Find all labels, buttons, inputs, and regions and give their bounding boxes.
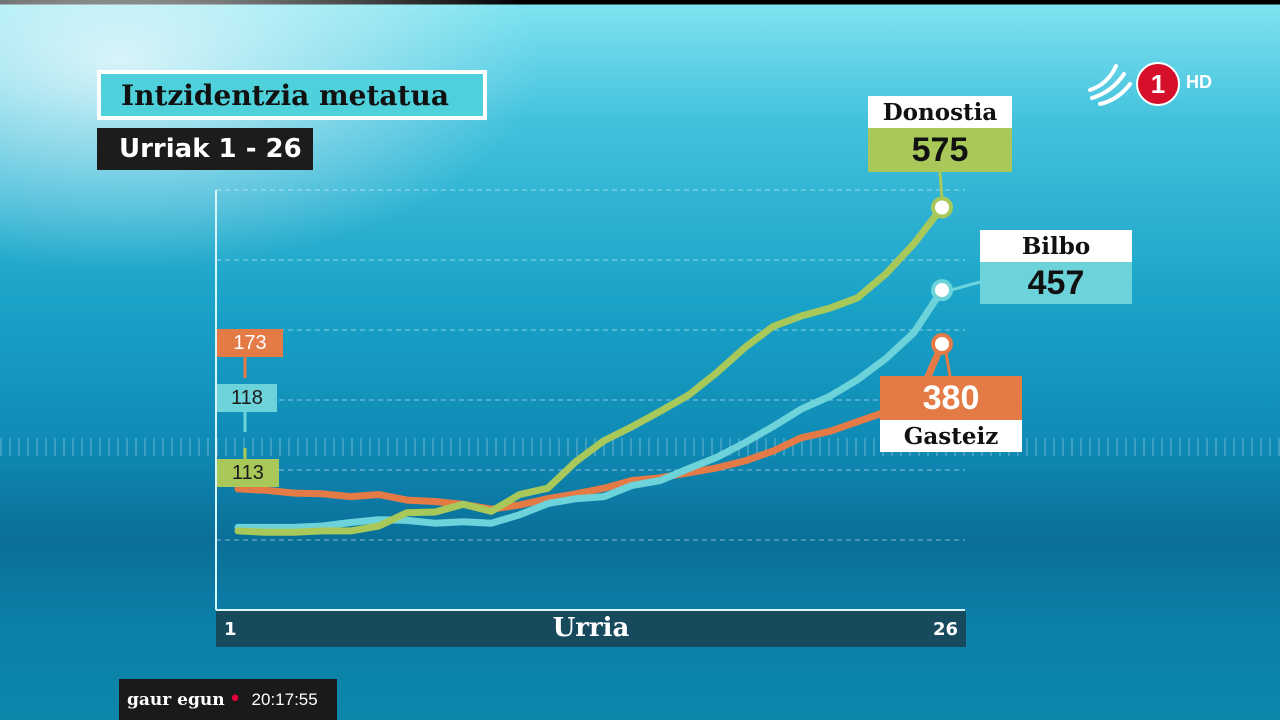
x-axis-bar: 1 Urria 26 <box>216 611 966 647</box>
x-axis-label: Urria <box>552 613 630 643</box>
channel-number: 1 <box>1151 69 1165 99</box>
series-name-donostia: Donostia <box>868 96 1012 128</box>
end-markers <box>243 171 981 459</box>
start-label-gasteiz: 173 <box>217 329 283 357</box>
end-value-gasteiz: 380 <box>880 376 1022 420</box>
end-value-bilbo: 457 <box>980 262 1132 304</box>
clock-time: 20:17:55 <box>251 689 318 709</box>
channel-logo: 1 <box>1088 62 1180 106</box>
x-tick-last: 26 <box>932 619 958 640</box>
chart-subtitle: Urriak 1 - 26 <box>97 128 313 170</box>
connector-bilbo <box>950 280 981 292</box>
end-marker-bilbo <box>931 279 953 302</box>
start-label-bilbo: 118 <box>217 384 277 412</box>
series-name-gasteiz: Gasteiz <box>880 420 1022 452</box>
end-marker-gasteiz <box>931 333 953 355</box>
hd-badge: HD <box>1186 72 1212 92</box>
series-lines <box>234 204 946 536</box>
start-label-donostia: 113 <box>217 459 279 487</box>
series-name-bilbo: Bilbo <box>980 230 1132 262</box>
program-brand: gaur egun <box>127 689 225 710</box>
series-line-gasteiz <box>234 340 946 513</box>
series-line-donostia <box>234 204 946 536</box>
chart-grid <box>216 189 965 541</box>
chart-title: Intzidentzia metatua <box>97 70 487 120</box>
connector-donostia <box>938 171 944 199</box>
program-clock: gaur egun • 20:17:55 <box>119 679 337 720</box>
red-dot-icon: • <box>228 686 242 712</box>
swoosh-icon <box>1088 64 1118 92</box>
connector-gasteiz <box>944 352 952 377</box>
end-value-donostia: 575 <box>868 128 1012 172</box>
series-line-bilbo <box>234 286 946 531</box>
end-marker-donostia <box>931 196 953 219</box>
x-tick-first: 1 <box>224 619 237 640</box>
